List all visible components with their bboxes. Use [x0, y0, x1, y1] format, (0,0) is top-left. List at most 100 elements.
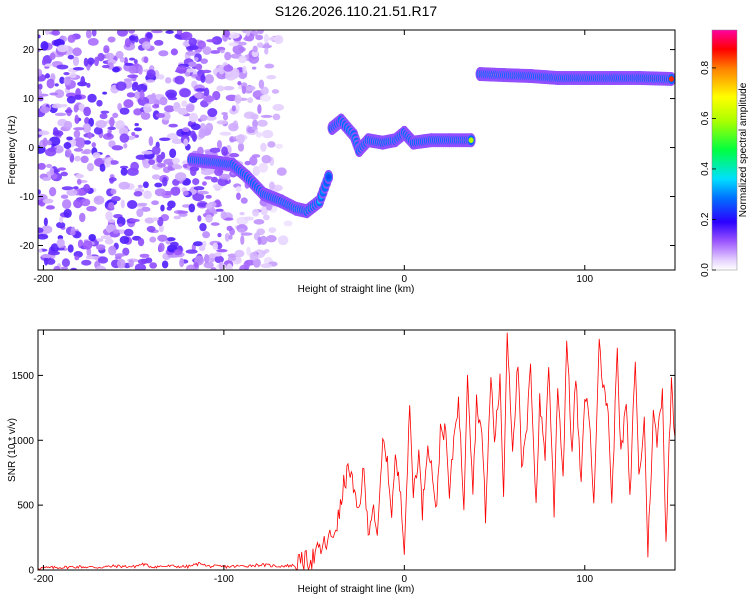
spectrogram-ytick-label: -20: [20, 241, 35, 252]
noise-blob: [123, 228, 134, 237]
noise-blob: [123, 143, 128, 149]
noise-blob: [83, 140, 91, 145]
noise-blob: [141, 150, 154, 155]
noise-blob: [205, 194, 212, 199]
noise-blob: [257, 236, 262, 246]
noise-blob: [167, 200, 176, 209]
noise-blob: [120, 199, 125, 209]
noise-blob: [228, 122, 239, 132]
noise-blob: [42, 137, 48, 147]
noise-blob: [49, 92, 59, 96]
noise-blob: [224, 232, 230, 242]
noise-blob: [64, 109, 73, 114]
noise-blob: [146, 69, 156, 79]
noise-blob: [237, 81, 242, 86]
noise-blob: [151, 92, 156, 100]
ridge-core: [668, 76, 674, 82]
noise-blob: [194, 57, 199, 62]
noise-blob: [267, 141, 276, 148]
colorbar-tick-label: 0.4: [700, 162, 711, 176]
noise-blob: [57, 167, 67, 171]
noise-blob: [115, 120, 125, 130]
noise-blob: [133, 59, 138, 65]
noise-blob: [76, 139, 85, 149]
noise-blob: [170, 241, 179, 248]
noise-blob: [153, 99, 165, 105]
noise-blob: [205, 122, 214, 133]
noise-blob: [268, 181, 275, 190]
noise-blob: [59, 76, 65, 85]
noise-blob: [252, 119, 258, 129]
noise-blob: [251, 66, 257, 70]
noise-blob: [106, 132, 112, 138]
noise-blob: [136, 208, 144, 218]
noise-blob: [221, 111, 228, 116]
noise-blob: [236, 192, 241, 200]
noise-blob: [180, 31, 193, 41]
noise-blob: [91, 142, 97, 148]
spectrogram-xtick-label: -200: [33, 274, 53, 285]
noise-blob: [50, 243, 59, 254]
noise-blob: [252, 208, 260, 217]
noise-blob: [137, 258, 149, 265]
noise-blob: [218, 173, 231, 180]
noise-blob: [204, 253, 210, 264]
noise-blob: [151, 145, 161, 155]
noise-blob: [126, 92, 136, 98]
noise-blob: [212, 242, 219, 250]
noise-blob: [223, 85, 235, 91]
noise-blob: [185, 104, 195, 113]
noise-blob: [65, 92, 77, 98]
noise-blob: [88, 233, 97, 242]
noise-blob: [197, 190, 209, 195]
noise-blob: [250, 113, 259, 120]
noise-blob: [253, 219, 265, 225]
noise-blob: [186, 45, 199, 50]
noise-blob: [174, 75, 185, 85]
noise-blob: [228, 153, 240, 158]
noise-blob: [268, 227, 277, 234]
noise-blob: [41, 225, 53, 234]
noise-blob: [160, 204, 165, 212]
noise-blob: [46, 140, 52, 146]
noise-blob: [170, 48, 178, 56]
noise-blob: [158, 242, 165, 252]
noise-blob: [182, 190, 189, 196]
noise-blob: [79, 212, 86, 223]
noise-blob: [204, 74, 214, 84]
noise-blob: [112, 112, 119, 118]
noise-blob: [87, 93, 97, 103]
noise-blob: [199, 114, 208, 122]
spectrogram-ridge: [186, 67, 675, 219]
noise-blob: [69, 72, 77, 79]
noise-blob: [230, 67, 240, 78]
noise-blob: [168, 123, 178, 128]
noise-blob: [146, 32, 153, 39]
noise-blob: [259, 94, 271, 102]
noise-blob: [56, 238, 65, 248]
noise-blob: [105, 52, 115, 60]
noise-blob: [190, 167, 197, 177]
noise-blob: [203, 95, 215, 103]
noise-blob: [228, 42, 239, 47]
spectrogram-xtick-label: 100: [576, 274, 593, 285]
noise-blob: [80, 155, 89, 164]
noise-blob: [107, 129, 112, 134]
noise-blob: [162, 176, 168, 187]
noise-blob: [107, 219, 116, 223]
noise-blob: [73, 129, 81, 139]
noise-blob: [202, 181, 207, 186]
noise-blob: [265, 202, 273, 211]
noise-blob: [134, 36, 139, 43]
noise-blob: [51, 30, 61, 36]
noise-blob: [57, 44, 69, 53]
noise-blob: [109, 160, 119, 165]
noise-blob: [99, 163, 106, 172]
noise-blob: [142, 181, 149, 189]
noise-blob: [38, 130, 50, 136]
noise-blob: [151, 174, 161, 180]
noise-blob: [78, 103, 85, 110]
noise-blob: [95, 120, 107, 129]
noise-blob: [107, 62, 114, 70]
noise-blob: [109, 177, 115, 184]
